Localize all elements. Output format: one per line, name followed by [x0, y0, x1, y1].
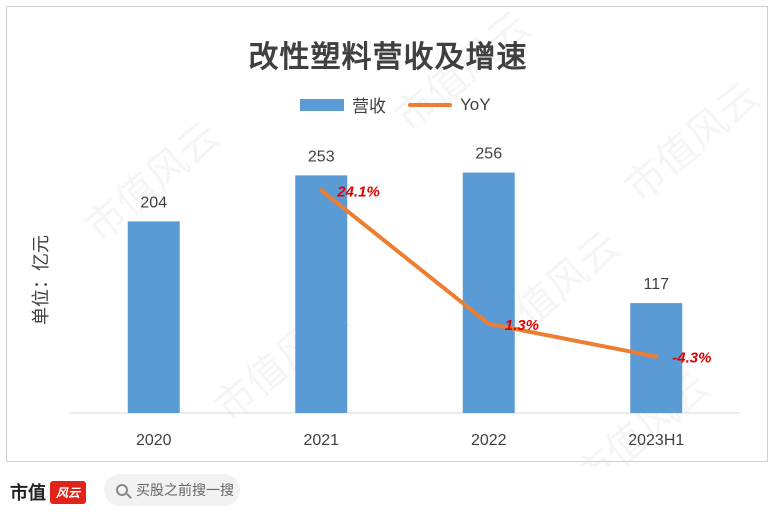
bar: [127, 221, 180, 413]
x-tick-label: 2022: [471, 432, 507, 449]
chart-title: 改性塑料营收及增速: [248, 41, 528, 74]
yoy-label: 24.1%: [336, 183, 380, 200]
yoy-label: 1.3%: [505, 317, 539, 334]
brand: 市值 风云: [10, 479, 87, 505]
data-label: 253: [308, 148, 335, 165]
legend-item-revenue: 营收: [300, 92, 386, 117]
yoy-point: [486, 321, 491, 326]
yoy-point: [319, 188, 324, 193]
brand-text: 市值: [10, 483, 46, 503]
search-placeholder: 买股之前搜一搜: [136, 482, 234, 498]
bar: [295, 175, 348, 413]
legend-label-revenue: 营收: [352, 97, 386, 116]
data-label: 204: [140, 194, 167, 211]
yoy-label: -4.3%: [672, 350, 711, 367]
search-icon: [116, 484, 128, 496]
data-label: 117: [643, 276, 669, 293]
yoy-point: [654, 354, 659, 359]
legend-label-yoy: YoY: [460, 94, 491, 114]
legend-swatch-line: [408, 102, 452, 107]
search-box[interactable]: 买股之前搜一搜: [104, 474, 240, 506]
x-tick-label: 2023H1: [628, 432, 684, 449]
bar: [462, 172, 515, 413]
x-tick-label: 2021: [303, 432, 339, 449]
plot-area: 204 2020 253 2021 256 2022 117 2023H1 24.1% 1.3% -…: [70, 146, 740, 449]
chart-legend: 营收 YoY: [300, 92, 491, 117]
x-tick-label: 2020: [136, 432, 172, 449]
data-label: 256: [475, 146, 502, 163]
brand-logo: 风云: [50, 481, 87, 504]
legend-item-yoy: YoY: [408, 95, 491, 115]
footer: 市值 风云 买股之前搜一搜: [0, 466, 776, 514]
legend-swatch-bar: [300, 98, 344, 111]
